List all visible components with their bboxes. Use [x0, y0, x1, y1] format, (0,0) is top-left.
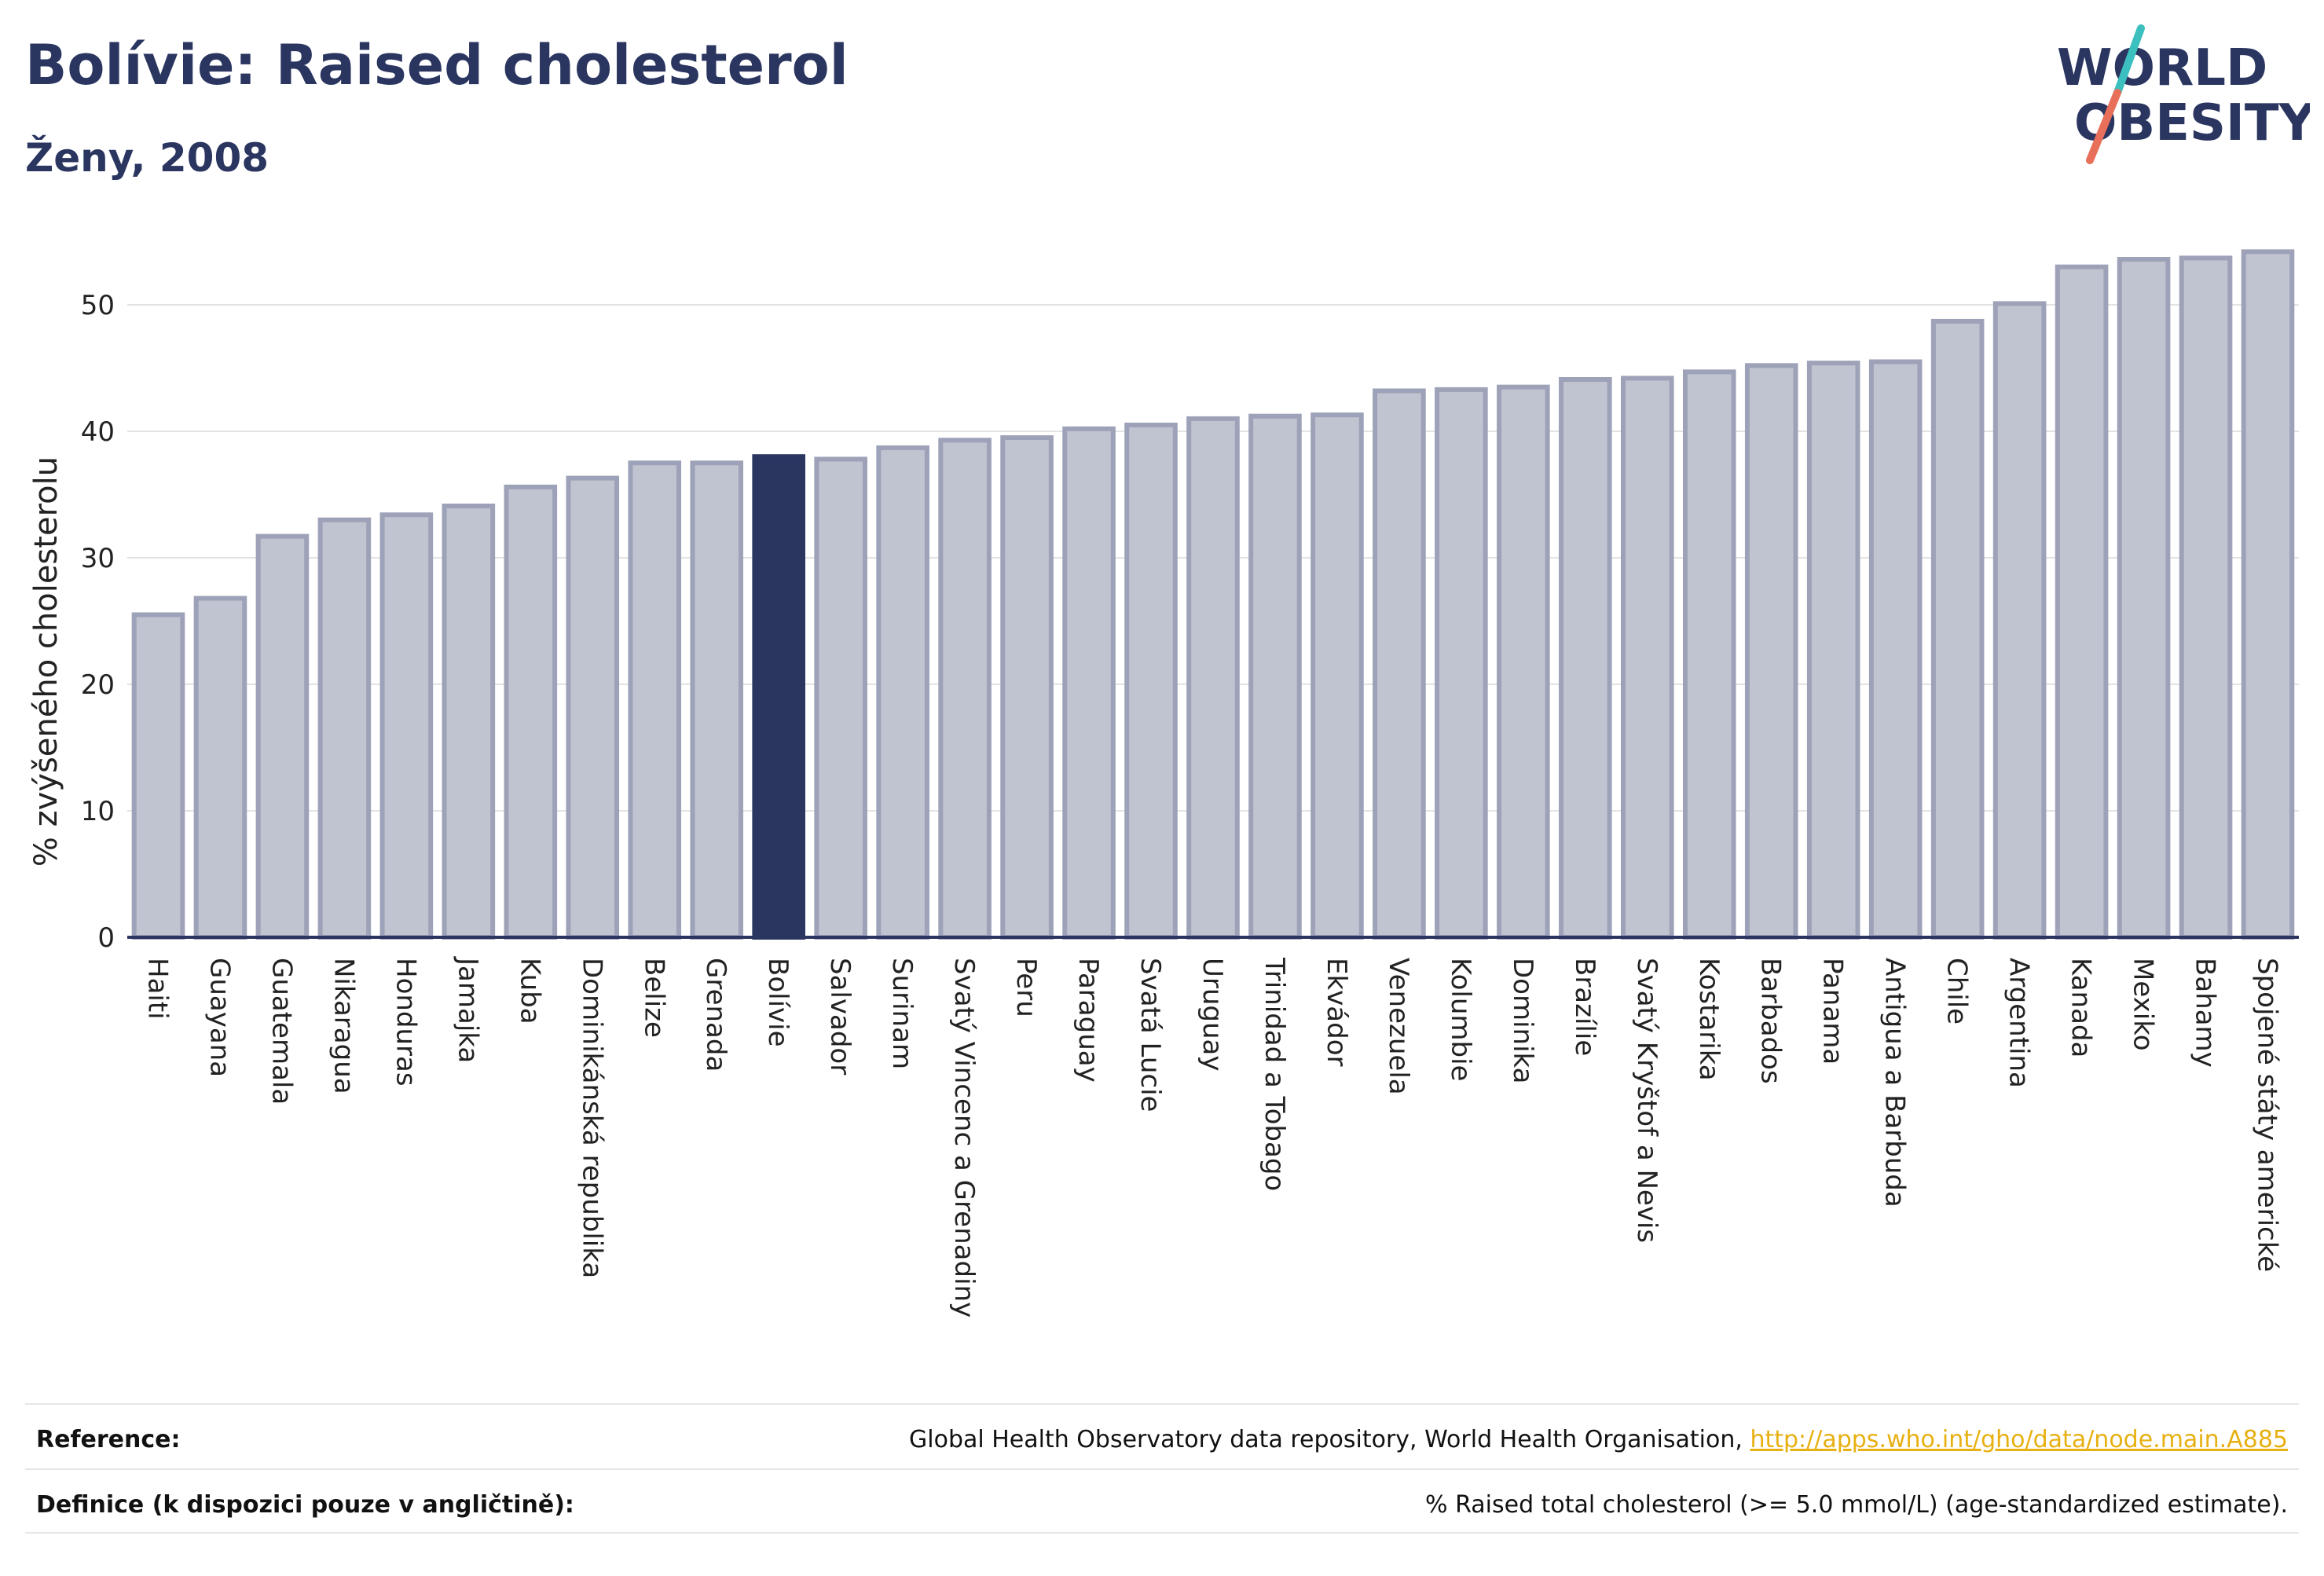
bar: [2241, 249, 2295, 940]
x-tick-label: Salvador: [824, 958, 856, 1075]
bar: [1806, 361, 1860, 940]
x-tick-label: Peru: [1010, 958, 1042, 1017]
x-tick-label: Kuba: [514, 958, 545, 1024]
bar: [2055, 264, 2109, 940]
x-tick-label: Svatý Kryštof a Nevis: [1631, 958, 1662, 1243]
bar: [1992, 301, 2047, 940]
x-tick-label: Kostarika: [1693, 958, 1725, 1081]
y-tick-label: 30: [81, 543, 115, 574]
bar: [1559, 376, 1612, 940]
logo-slash-teal-icon: [2113, 24, 2145, 97]
x-tick-label: Ekvádor: [1321, 958, 1352, 1067]
x-tick-label: Guatemala: [266, 958, 297, 1105]
definition-value: % Raised total cholesterol (>= 5.0 mmol/…: [1425, 1491, 2288, 1519]
footer-divider-middle: [25, 1468, 2299, 1470]
bar: [1000, 435, 1054, 940]
x-tick-label: Dominikánská republika: [576, 958, 607, 1278]
x-tick-label: Mexiko: [2128, 958, 2159, 1051]
x-tick-label: Spojené státy americké: [2252, 958, 2283, 1272]
x-tick-label: Brazílie: [1569, 958, 1600, 1056]
x-tick-label: Panama: [1817, 958, 1849, 1065]
definition-label: Definice (k dispozici pouze v angličtině…: [36, 1491, 574, 1519]
bar: [193, 596, 247, 940]
bar: [131, 612, 185, 940]
x-tick-label: Antigua a Barbuda: [1879, 958, 1911, 1208]
bar: [2179, 255, 2233, 940]
x-tick-label: Trinidad a Tobago: [1259, 957, 1290, 1191]
reference-link[interactable]: http://apps.who.int/gho/data/node.main.A…: [1750, 1426, 2288, 1453]
bar-highlighted: [752, 454, 805, 940]
y-axis-ticks: 0 10 20 30 40 50: [81, 290, 115, 954]
x-tick-label: Chile: [1941, 958, 1973, 1024]
x-tick-label: Kanada: [2066, 958, 2097, 1057]
x-tick-label: Surinam: [886, 958, 918, 1069]
x-tick-label: Guayana: [203, 958, 235, 1077]
bar: [1248, 413, 1302, 940]
bar: [1682, 369, 1736, 940]
x-tick-label: Paraguay: [1072, 958, 1104, 1083]
bar: [442, 503, 496, 940]
x-axis-labels: Haiti Guayana Guatemala Nikaragua Honduras Ja…: [141, 956, 2282, 1318]
bar: [317, 517, 372, 940]
bar: [504, 484, 558, 940]
x-tick-label: Haiti: [141, 958, 173, 1020]
bar: [690, 460, 744, 940]
bar: [1621, 376, 1674, 940]
reference-text: Global Health Observatory data repositor…: [909, 1426, 1750, 1453]
reference-label: Reference:: [36, 1426, 181, 1453]
bar: [1930, 318, 1985, 940]
bar: [1310, 412, 1364, 940]
footer-divider-bottom: [25, 1532, 2299, 1534]
bar: [628, 460, 682, 940]
x-tick-label: Uruguay: [1197, 958, 1228, 1072]
x-tick-label: Kolumbie: [1445, 958, 1476, 1081]
y-tick-label: 50: [81, 290, 115, 321]
x-tick-label: Grenada: [700, 958, 731, 1072]
x-tick-label: Nikaragua: [328, 958, 359, 1094]
bar: [876, 445, 929, 940]
bar: [1497, 384, 1550, 940]
bar: [2117, 257, 2171, 940]
x-tick-label: Venezuela: [1383, 958, 1414, 1095]
y-axis-label: % zvýšeného cholesterolu: [28, 456, 64, 867]
x-tick-label: Bolívie: [762, 958, 794, 1047]
bar: [1744, 363, 1798, 940]
bar: [1868, 359, 1923, 940]
bar: [1062, 426, 1116, 940]
x-tick-label: Bahamy: [2190, 958, 2221, 1068]
bar: [1186, 416, 1240, 940]
reference-value: Global Health Observatory data repositor…: [909, 1426, 2288, 1453]
x-tick-label: Barbados: [1755, 958, 1787, 1084]
world-obesity-logo: WORLD OBESITY: [2057, 24, 2310, 164]
logo-line1: WORLD: [2057, 39, 2267, 97]
y-tick-label: 10: [81, 796, 115, 827]
y-tick-label: 20: [81, 669, 115, 701]
bar: [1373, 388, 1426, 940]
page-title: Bolívie: Raised cholesterol: [25, 33, 849, 97]
bars: [131, 249, 2295, 940]
bar: [814, 456, 867, 940]
x-tick-label: Jamajka: [452, 956, 483, 1063]
footer-divider-top: [25, 1403, 2299, 1405]
bar: [1124, 422, 1178, 940]
y-tick-label: 40: [81, 416, 115, 448]
x-tick-label: Honduras: [390, 958, 421, 1087]
y-tick-label: 0: [97, 922, 115, 954]
bar: [379, 512, 434, 940]
x-tick-label: Argentina: [2003, 958, 2035, 1088]
bar: [255, 533, 310, 940]
bar: [566, 475, 620, 940]
x-tick-label: Svatý Vincenc a Grenadiny: [948, 958, 980, 1318]
x-tick-label: Dominika: [1507, 958, 1538, 1083]
page-subtitle: Ženy, 2008: [25, 135, 269, 181]
bar: [1435, 387, 1488, 940]
x-tick-label: Belize: [638, 958, 669, 1038]
logo-slash-coral-icon: [2086, 89, 2121, 164]
x-tick-label: Svatá Lucie: [1135, 958, 1166, 1112]
bar: [938, 438, 992, 940]
bar-chart: 0 10 20 30 40 50 Haiti Guayana Guatemala Nikarag…: [28, 249, 2299, 1318]
